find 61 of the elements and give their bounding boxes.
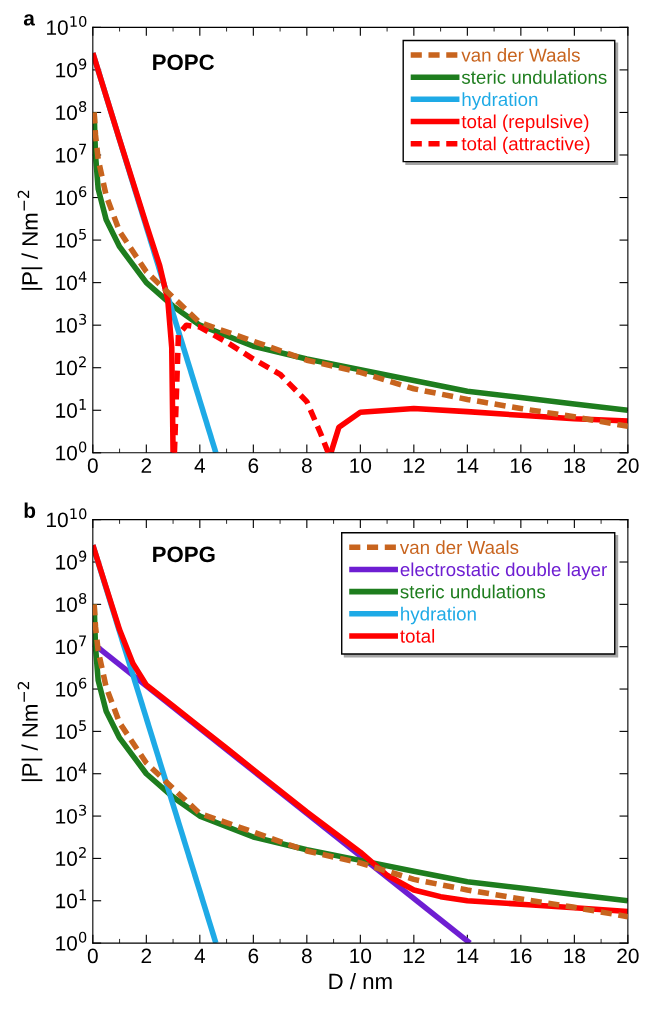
x-tick-label: 8	[301, 948, 312, 964]
y-tick-label: 10$^{4}$	[56, 271, 87, 291]
legend-label: steric undulations	[461, 70, 607, 84]
y-tick-label: 10$^{9}$	[56, 58, 87, 78]
x-tick-label: 8	[301, 458, 312, 473]
x-tick-label: 6	[248, 948, 259, 964]
x-tick-label: 12	[403, 948, 425, 964]
x-tick-label: 16	[510, 948, 532, 964]
legend-label: van der Waals	[399, 540, 519, 555]
x-tick-label: 0	[87, 458, 98, 473]
legend-label: van der Waals	[461, 47, 580, 62]
y-tick-label: 10$^{3}$	[56, 313, 87, 333]
chart-title: a	[23, 14, 35, 26]
legend-label: hydration	[401, 606, 476, 625]
y-tick-label: 10$^{8}$	[56, 592, 87, 612]
x-tick-label: 4	[194, 948, 206, 964]
y-tick-label: 10$^{9}$	[56, 550, 87, 570]
x-tick-label: 6	[248, 458, 259, 473]
y-axis-title: |P| / Nm$^{−2}$	[17, 682, 43, 782]
y-tick-label: 10$^{3}$	[56, 804, 87, 824]
legend-label: steric undulations	[400, 584, 546, 599]
x-tick-label: 10	[350, 948, 372, 964]
y-tick-label: 10$^{7}$	[56, 635, 87, 655]
y-tick-label: 10$^{2}$	[56, 356, 86, 376]
x-tick-label: 4	[194, 458, 206, 473]
y-tick-label: 10$^{5}$	[56, 228, 86, 248]
legend-label: electrostatic double layer	[400, 562, 607, 580]
x-tick-label: 2	[141, 458, 152, 473]
y-axis-title: |P| / Nm$^{−2}$	[17, 190, 43, 290]
x-tick-label: 20	[617, 458, 639, 473]
y-tick-label: 10$^{0}$	[56, 441, 87, 461]
y-tick-label: 10$^{8}$	[56, 101, 87, 121]
x-axis-title: D / nm	[329, 972, 392, 990]
y-tick-label: 10$^{6}$	[56, 677, 87, 697]
x-tick-label: 2	[141, 948, 152, 964]
x-tick-label: 20	[617, 948, 639, 964]
y-tick-label: 10$^{10}$	[47, 15, 87, 35]
y-tick-label: 10$^{4}$	[56, 762, 87, 782]
x-tick-label: 0	[87, 948, 98, 964]
y-tick-label: 10$^{5}$	[56, 720, 86, 739]
x-tick-label: 18	[564, 458, 586, 473]
legend-label: hydration	[462, 92, 538, 110]
x-tick-label: 14	[457, 948, 479, 964]
y-tick-label: 10$^{7}$	[56, 143, 87, 163]
y-tick-label: 10$^{10}$	[47, 508, 87, 528]
x-tick-label: 16	[510, 458, 532, 473]
y-tick-label: 10$^{0}$	[56, 931, 87, 951]
x-tick-label: 14	[457, 458, 479, 473]
annotation: POPG	[153, 546, 215, 563]
y-tick-label: 10$^{1}$	[56, 889, 86, 909]
y-tick-label: 10$^{1}$	[56, 399, 86, 418]
x-tick-label: 18	[564, 948, 586, 964]
legend-label: total (attractive)	[461, 136, 590, 155]
chart-title: b	[24, 502, 36, 518]
y-tick-label: 10$^{6}$	[56, 186, 87, 206]
legend-label: total (repulsive)	[461, 114, 589, 132]
legend-label: total	[400, 628, 435, 643]
annotation: POPC	[153, 54, 215, 71]
x-tick-label: 12	[403, 458, 425, 473]
x-tick-label: 10	[350, 458, 372, 473]
y-tick-label: 10$^{2}$	[56, 847, 86, 867]
